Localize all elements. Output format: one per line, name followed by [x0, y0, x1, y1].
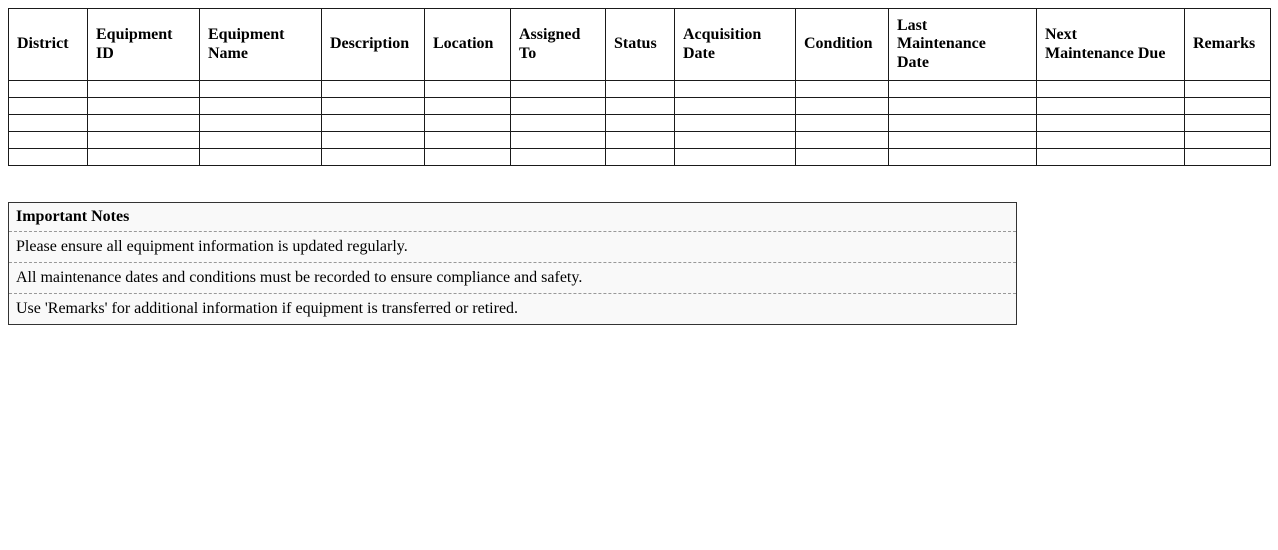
- empty-cell: [605, 114, 675, 133]
- empty-cell: [605, 97, 675, 116]
- note-item: Use 'Remarks' for additional information…: [9, 293, 1016, 324]
- empty-cell: [1184, 131, 1271, 150]
- empty-cell: [8, 97, 88, 116]
- empty-cell: [1184, 97, 1271, 116]
- empty-cell: [605, 80, 675, 99]
- empty-cell: [605, 131, 675, 150]
- column-header-assigned-to: Assigned To: [510, 7, 606, 82]
- column-header-remarks: Remarks: [1184, 7, 1271, 82]
- column-header-status: Status: [605, 7, 675, 82]
- empty-cell: [510, 97, 606, 116]
- empty-cell: [888, 97, 1037, 116]
- empty-cell: [321, 80, 425, 99]
- notes-title: Important Notes: [16, 208, 130, 226]
- empty-cell: [87, 97, 200, 116]
- empty-cell: [1184, 80, 1271, 99]
- empty-cell: [321, 148, 425, 167]
- column-header-equipment-id: Equipment ID: [87, 7, 200, 82]
- empty-cell: [424, 114, 511, 133]
- empty-cell: [1036, 131, 1185, 150]
- empty-cell: [199, 97, 322, 116]
- empty-cell: [795, 114, 889, 133]
- empty-cell: [795, 131, 889, 150]
- column-header-equipment-name: Equipment Name: [199, 7, 322, 82]
- empty-cell: [321, 131, 425, 150]
- empty-cell: [321, 97, 425, 116]
- table-row: [8, 131, 1271, 150]
- empty-cell: [199, 80, 322, 99]
- empty-cell: [1036, 148, 1185, 167]
- empty-cell: [1036, 97, 1185, 116]
- empty-cell: [1184, 114, 1271, 133]
- table-header-row: District Equipment ID Equipment Name Des…: [8, 7, 1271, 82]
- table-row: [8, 97, 1271, 116]
- empty-cell: [8, 131, 88, 150]
- table-row: [8, 114, 1271, 133]
- empty-cell: [8, 80, 88, 99]
- empty-cell: [424, 97, 511, 116]
- empty-cell: [87, 148, 200, 167]
- empty-cell: [510, 114, 606, 133]
- column-header-description: Description: [321, 7, 425, 82]
- equipment-table: District Equipment ID Equipment Name Des…: [8, 7, 1271, 167]
- empty-cell: [674, 131, 796, 150]
- table-row: [8, 148, 1271, 167]
- empty-cell: [795, 148, 889, 167]
- empty-cell: [1036, 114, 1185, 133]
- empty-cell: [424, 148, 511, 167]
- empty-cell: [199, 148, 322, 167]
- empty-cell: [888, 131, 1037, 150]
- empty-cell: [674, 97, 796, 116]
- column-header-acquisition-date: Acquisition Date: [674, 7, 796, 82]
- empty-cell: [87, 80, 200, 99]
- empty-cell: [8, 114, 88, 133]
- column-header-district: District: [8, 7, 88, 82]
- notes-panel: Important Notes Please ensure all equipm…: [8, 202, 1017, 326]
- empty-cell: [424, 131, 511, 150]
- empty-cell: [510, 131, 606, 150]
- empty-cell: [87, 131, 200, 150]
- empty-cell: [795, 80, 889, 99]
- empty-cell: [674, 80, 796, 99]
- column-header-last-maintenance-date: Last Maintenance Date: [888, 7, 1037, 82]
- empty-cell: [199, 131, 322, 150]
- empty-cell: [795, 97, 889, 116]
- note-item: Please ensure all equipment information …: [9, 231, 1016, 262]
- empty-cell: [8, 148, 88, 167]
- column-header-condition: Condition: [795, 7, 889, 82]
- empty-cell: [674, 148, 796, 167]
- empty-cell: [605, 148, 675, 167]
- empty-cell: [424, 80, 511, 99]
- empty-cell: [510, 80, 606, 99]
- empty-cell: [1184, 148, 1271, 167]
- empty-cell: [1036, 80, 1185, 99]
- empty-cell: [199, 114, 322, 133]
- empty-cell: [888, 114, 1037, 133]
- empty-cell: [510, 148, 606, 167]
- column-header-location: Location: [424, 7, 511, 82]
- empty-cell: [888, 80, 1037, 99]
- empty-cell: [321, 114, 425, 133]
- note-item: All maintenance dates and conditions mus…: [9, 262, 1016, 293]
- table-row: [8, 80, 1271, 99]
- empty-cell: [87, 114, 200, 133]
- empty-cell: [888, 148, 1037, 167]
- column-header-next-maintenance-due: Next Maintenance Due: [1036, 7, 1185, 82]
- empty-cell: [674, 114, 796, 133]
